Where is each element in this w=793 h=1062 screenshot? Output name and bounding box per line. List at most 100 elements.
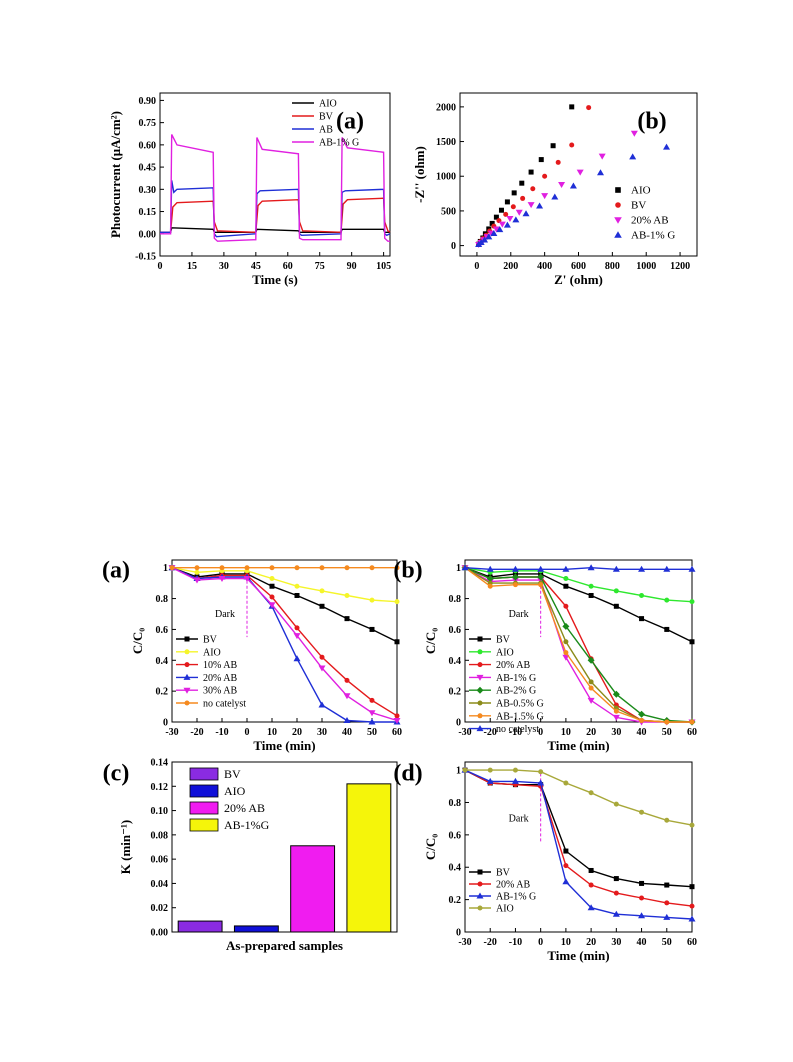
legend-label: no catelyst [203, 699, 246, 710]
x-tick-label: 60 [283, 261, 293, 272]
legend-label: AIO [496, 904, 514, 915]
data-point [511, 577, 519, 584]
data-point [664, 597, 670, 603]
y-tick-label: 500 [441, 206, 456, 217]
y-axis-label: -Z'' (ohm) [412, 146, 427, 203]
data-point [598, 153, 606, 160]
data-point [588, 882, 594, 888]
data-point [394, 565, 400, 571]
legend-swatch [189, 767, 219, 781]
legend-marker [477, 869, 483, 875]
data-point [194, 569, 200, 575]
y-tick-label: 0.90 [139, 96, 157, 107]
legend-label: BV [496, 868, 511, 879]
x-axis-label: Time (s) [252, 272, 298, 287]
y-tick-label: 0 [456, 718, 461, 729]
legend-label: 20% AB [203, 673, 238, 684]
legend-marker [184, 662, 190, 668]
y-tick-label: 0.6 [449, 625, 462, 636]
legend-label: AB-1% G [319, 138, 359, 149]
data-point [493, 214, 499, 220]
data-point [638, 565, 646, 572]
data-point [588, 790, 594, 796]
data-point [586, 105, 592, 111]
x-tick-label: 20 [586, 937, 596, 948]
panel-label: (a) [336, 109, 364, 135]
x-tick-label: 10 [267, 727, 277, 738]
data-point [689, 822, 695, 828]
data-point [498, 207, 504, 213]
y-tick-label: 0 [451, 241, 456, 252]
x-tick-label: 0 [474, 261, 479, 272]
legend-label: AB-0.5% G [496, 699, 544, 710]
data-point [563, 583, 569, 589]
panel-label: (b) [393, 558, 422, 584]
data-point [503, 221, 511, 228]
legend-label: AIO [319, 99, 337, 110]
data-point [562, 878, 570, 885]
data-point [510, 204, 516, 210]
data-point [486, 565, 494, 572]
data-point [519, 180, 525, 186]
data-point [369, 697, 375, 703]
series-AIO [160, 227, 390, 234]
series-line [160, 197, 391, 234]
data-point [587, 564, 595, 571]
y-axis-label: Photocurrent (μA/cm²) [108, 111, 123, 238]
data-point [481, 236, 489, 243]
y-tick-label: 0.75 [139, 118, 157, 129]
dark-annotation: Dark [215, 609, 235, 620]
y-tick-label: 1 [456, 563, 461, 574]
y-axis-label: C/C₀ [423, 628, 438, 654]
legend-marker [477, 713, 483, 719]
x-tick-label: 600 [571, 261, 586, 272]
legend-marker [476, 892, 484, 899]
data-point [664, 626, 670, 632]
data-point [689, 903, 695, 909]
series-line [160, 134, 390, 242]
series-line [171, 567, 397, 723]
x-tick-label: 10 [561, 937, 571, 948]
data-point [612, 910, 620, 917]
x-tick-label: -10 [509, 937, 522, 948]
x-tick-label: 200 [503, 261, 518, 272]
data-point [569, 182, 577, 189]
x-tick-label: 45 [251, 261, 261, 272]
series-AIO [476, 104, 575, 247]
legend-marker [476, 725, 484, 732]
data-point [689, 884, 695, 890]
data-point [498, 221, 506, 228]
legend-label: BV [496, 635, 511, 646]
data-point [490, 229, 498, 236]
y-tick-label: 0.4 [449, 656, 462, 667]
series-line [464, 769, 693, 920]
data-point [613, 708, 619, 714]
x-axis-label: Time (min) [253, 738, 315, 753]
data-point [587, 656, 595, 664]
legend-marker [183, 673, 191, 680]
y-axis-label: C/C₀ [130, 628, 145, 654]
plot-frame [464, 761, 693, 933]
data-point [563, 863, 569, 869]
series-AIO [462, 767, 695, 828]
data-point [613, 876, 619, 882]
data-point [613, 801, 619, 807]
series-no-catelyst [169, 565, 400, 571]
data-point [558, 182, 566, 189]
x-tick-label: 800 [605, 261, 620, 272]
data-point [664, 882, 670, 888]
data-point [219, 565, 225, 571]
series-line [464, 567, 693, 723]
chart-fig2c: 0.00 0.02 0.04 0.06 0.08 0.10 0.12 0.14 As-prepa… [103, 758, 398, 953]
data-point [569, 104, 575, 110]
x-tick-label: 50 [662, 727, 672, 738]
data-point [344, 616, 350, 622]
series-line [464, 567, 692, 723]
legend-marker [477, 881, 483, 887]
data-point [630, 130, 638, 137]
data-point [638, 710, 646, 718]
y-tick-label: 1 [456, 766, 461, 777]
dark-annotation: Dark [509, 609, 529, 620]
legend-marker [477, 636, 483, 642]
